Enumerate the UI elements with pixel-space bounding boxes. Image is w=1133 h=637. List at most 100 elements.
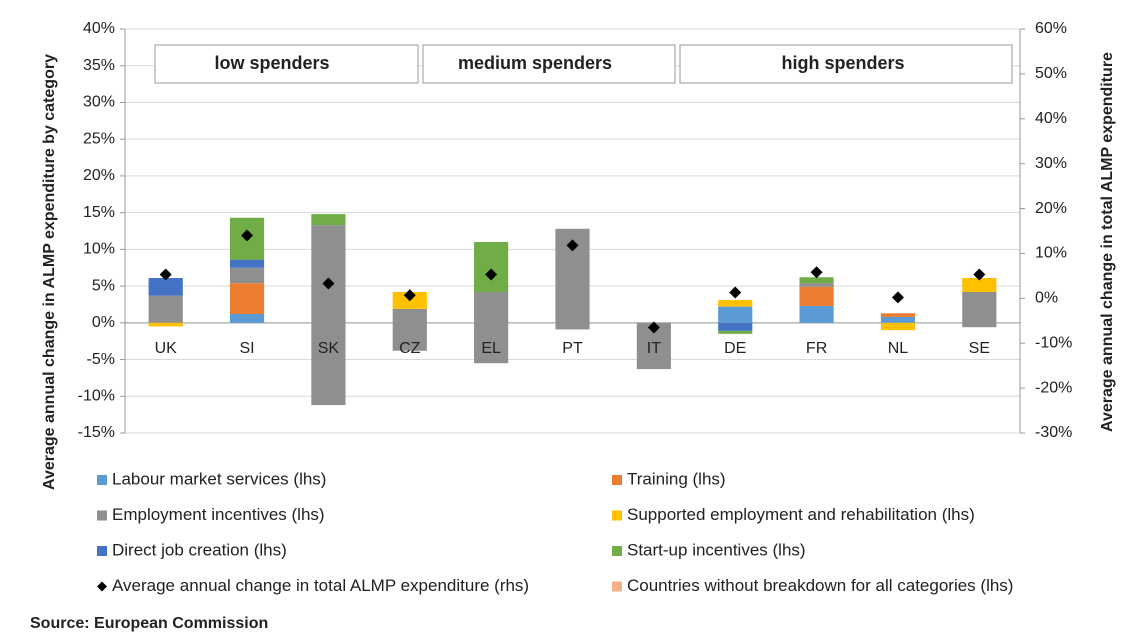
bar-segment (962, 278, 997, 292)
legend-label: Employment incentives (lhs) (112, 505, 325, 524)
marker (322, 277, 335, 290)
bar-segment (799, 277, 834, 284)
legend-swatch (612, 581, 622, 592)
bar-segment (718, 300, 753, 307)
y2-tick-label: -20% (1035, 379, 1072, 396)
bar-segment (718, 322, 753, 331)
y2-tick-label: 30% (1035, 155, 1067, 172)
bar-segment (474, 291, 509, 323)
y-tick-label: 35% (83, 57, 115, 74)
marker (810, 266, 823, 279)
y2-tick-label: -30% (1035, 424, 1072, 441)
marker (403, 289, 416, 302)
bar-segment (148, 278, 183, 296)
bar-segment (718, 306, 753, 323)
annotation: medium spenders (458, 53, 612, 73)
marker (241, 229, 254, 242)
bar-segment (474, 242, 509, 292)
y2-tick-label: 20% (1035, 200, 1067, 217)
y2-tick-label: 40% (1035, 110, 1067, 127)
bar-segment (148, 295, 183, 323)
bar-segment (474, 322, 509, 364)
legend-label: Start-up incentives (lhs) (627, 540, 806, 559)
bar-segment (229, 267, 265, 284)
bar-segment (555, 322, 590, 330)
y2-tick-label: -10% (1035, 334, 1072, 351)
y-tick-label: 40% (83, 20, 115, 37)
y2-tick-label: 60% (1035, 20, 1067, 37)
bar-segment (392, 308, 427, 323)
x-tick-label: NL (888, 340, 909, 357)
bar-segment (962, 322, 997, 328)
bar-segment (148, 322, 183, 327)
bar-segment (229, 283, 265, 315)
legend-marker (97, 581, 107, 592)
legend-label: Labour market services (lhs) (112, 469, 326, 488)
y-tick-label: 0% (92, 314, 115, 331)
bar-segment (799, 283, 834, 287)
y-axis-title: Average annual change in ALMP expenditur… (41, 54, 58, 490)
x-tick-label: SK (318, 340, 340, 357)
marker (159, 268, 172, 281)
bar-segment (311, 322, 346, 406)
y-tick-label: 5% (92, 277, 115, 294)
y2-tick-label: 0% (1035, 290, 1058, 307)
y-tick-label: 30% (83, 94, 115, 111)
legend-label: Countries without breakdown for all cate… (627, 576, 1013, 595)
y-tick-label: 20% (83, 167, 115, 184)
y2-axis-title: Average annual change in total ALMP expe… (1099, 52, 1116, 432)
x-tick-label: SE (969, 340, 990, 357)
x-tick-label: EL (481, 340, 501, 357)
x-tick-label: UK (155, 340, 178, 357)
x-tick-label: DE (724, 340, 746, 357)
bar-segment (392, 322, 427, 351)
legend-swatch (612, 510, 622, 521)
annotation: low spenders (214, 53, 329, 73)
bar-segment (799, 286, 834, 306)
bar-segment (311, 214, 346, 226)
legend-swatch (612, 546, 622, 556)
x-tick-label: CZ (399, 340, 421, 357)
legend-swatch (612, 475, 622, 485)
bar-segment (799, 305, 834, 323)
y2-tick-label: 50% (1035, 65, 1067, 82)
y-tick-label: 15% (83, 204, 115, 221)
bar-segment (962, 291, 997, 323)
bar-segment (880, 316, 916, 323)
bar-segment (229, 259, 265, 268)
x-tick-label: FR (806, 340, 827, 357)
bar-segment (311, 225, 346, 323)
annotation-box (154, 44, 419, 84)
legend-label: Training (lhs) (627, 469, 726, 488)
legend-swatch (97, 546, 107, 556)
legend-label: Direct job creation (lhs) (112, 540, 287, 559)
legend-swatch (97, 475, 107, 485)
x-tick-label: PT (562, 340, 583, 357)
bar-segment (229, 314, 265, 323)
marker (973, 268, 986, 281)
legend-swatch (97, 510, 107, 521)
x-tick-label: IT (647, 340, 661, 357)
marker (647, 321, 660, 334)
annotation-box (422, 44, 676, 84)
bar-segment (880, 322, 916, 331)
marker (566, 239, 579, 252)
y-tick-label: -10% (78, 387, 115, 404)
y-tick-label: -5% (87, 351, 115, 368)
y-tick-label: 10% (83, 241, 115, 258)
marker (729, 286, 742, 299)
marker (485, 268, 498, 281)
legend-label: Supported employment and rehabilitation … (627, 505, 975, 524)
source: Source: European Commission (30, 615, 268, 632)
marker (891, 291, 904, 304)
annotation-box (679, 44, 1013, 84)
x-tick-label: SI (239, 340, 254, 357)
legend-label: Average annual change in total ALMP expe… (112, 576, 529, 595)
y-tick-label: -15% (78, 424, 115, 441)
bar-segment (718, 330, 753, 334)
bar-segment (880, 313, 916, 317)
y2-tick-label: 10% (1035, 245, 1067, 262)
annotation: high spenders (781, 53, 904, 73)
y-tick-label: 25% (83, 130, 115, 147)
